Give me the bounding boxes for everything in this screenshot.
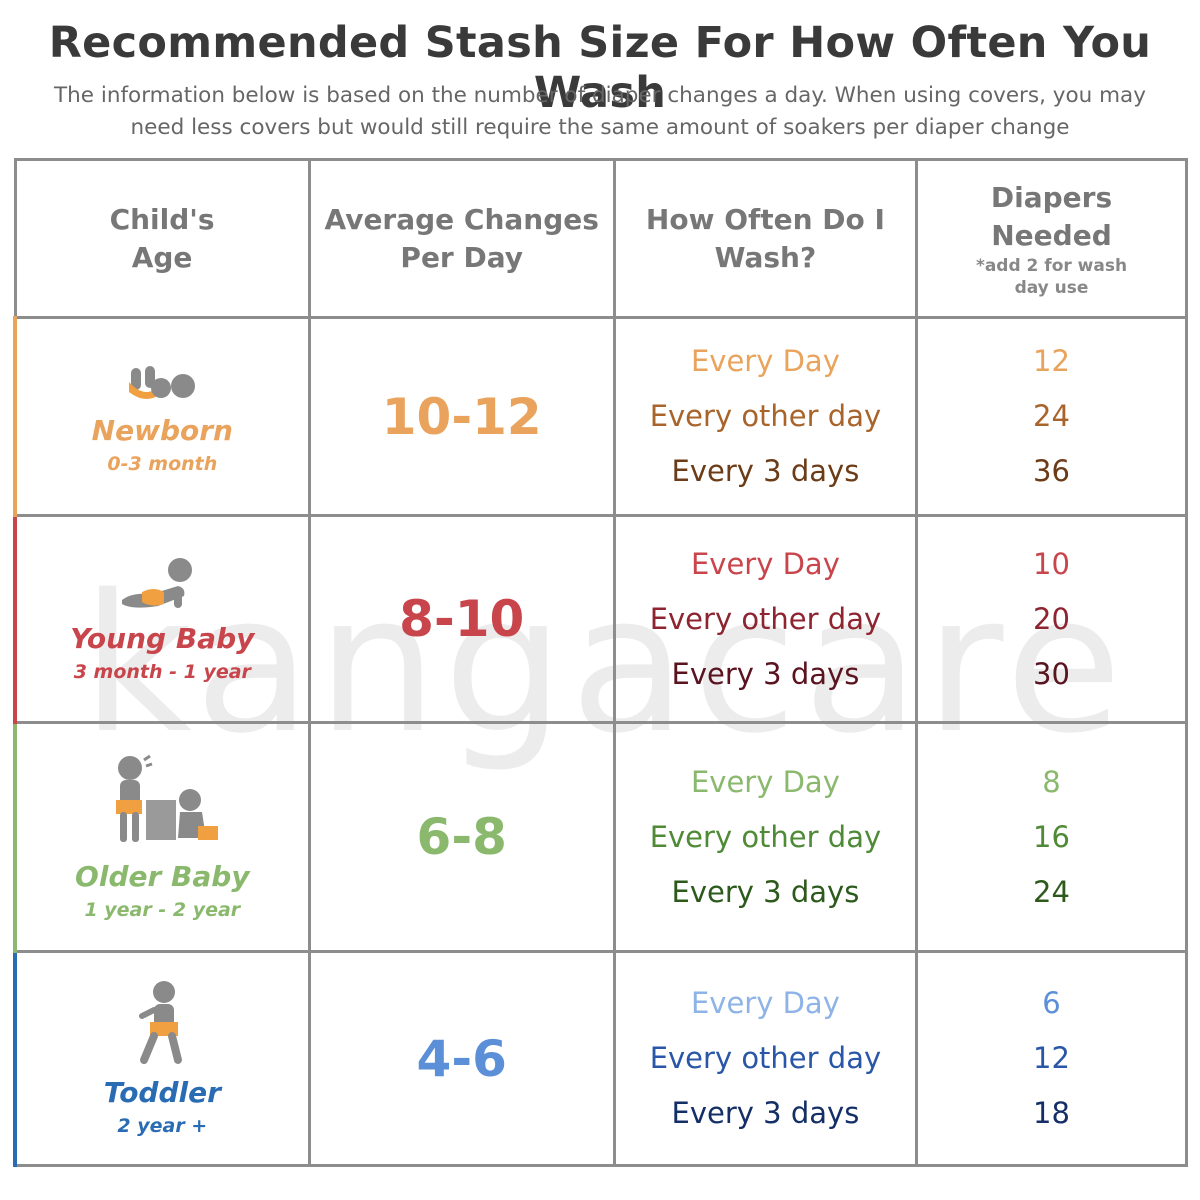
header-wash-line-1: How Often Do I: [645, 202, 885, 236]
table-row: Newborn 0-3 month 10-12 Every Day Every …: [12, 316, 1188, 517]
diapers-needed: 30: [1033, 656, 1070, 691]
wash-cell-older-baby: Every Day Every other day Every 3 days: [612, 721, 919, 953]
age-range-toddler: 2 year +: [117, 1115, 208, 1137]
diapers-needed: 16: [1033, 819, 1070, 854]
diapers-needed: 10: [1033, 546, 1070, 581]
diapers-needed: 6: [1042, 986, 1061, 1020]
header-age: Child's Age: [13, 158, 311, 319]
header-needed-line-2: Needed: [991, 218, 1112, 252]
age-cell-young-baby: Young Baby 3 month - 1 year: [12, 514, 311, 724]
wash-option: Every Day: [690, 764, 840, 799]
age-cell-newborn: Newborn 0-3 month: [12, 316, 311, 517]
wash-option: Every 3 days: [671, 1096, 860, 1130]
wash-option: Every other day: [649, 399, 882, 433]
wash-option: Every 3 days: [671, 874, 860, 909]
header-average-line-2: Per Day: [400, 240, 524, 274]
wash-option: Every 3 days: [671, 454, 860, 488]
diapers-needed: 18: [1033, 1096, 1070, 1130]
need-cell-older-baby: 8 16 24: [915, 721, 1188, 953]
age-name-newborn: Newborn: [91, 414, 233, 447]
avg-changes-young-baby: 8-10: [307, 514, 616, 724]
avg-changes-toddler: 4-6: [307, 950, 616, 1167]
header-needed-line-1: Diapers: [990, 180, 1113, 214]
wash-option: Every 3 days: [671, 656, 860, 691]
header-needed-note-2: day use: [1014, 277, 1089, 298]
need-cell-young-baby: 10 20 30: [915, 514, 1188, 724]
age-range-older-baby: 1 year - 2 year: [84, 898, 241, 921]
subtitle-line-2: need less covers but would still require…: [130, 115, 1070, 140]
need-cell-toddler: 6 12 18: [915, 950, 1188, 1167]
diapers-needed: 12: [1033, 344, 1070, 378]
subtitle: The information below is based on the nu…: [20, 80, 1180, 144]
table-row: Young Baby 3 month - 1 year 8-10 Every D…: [12, 514, 1188, 724]
age-range-young-baby: 3 month - 1 year: [73, 660, 251, 683]
age-cell-older-baby: Older Baby 1 year - 2 year: [12, 721, 311, 953]
newborn-icon: [129, 366, 196, 399]
wash-option: Every Day: [690, 344, 840, 378]
crawling-baby-icon: [122, 557, 193, 608]
diapers-needed: 24: [1033, 874, 1070, 909]
header-needed: Diapers Needed *add 2 for wash day use: [915, 158, 1188, 319]
toddler-icon: [139, 981, 183, 1064]
age-range-newborn: 0-3 month: [107, 453, 218, 475]
diapers-needed: 24: [1033, 399, 1070, 433]
subtitle-line-1: The information below is based on the nu…: [54, 83, 1146, 108]
page-title: Recommended Stash Size For How Often You…: [48, 18, 1152, 118]
wash-option: Every other day: [649, 601, 882, 636]
header-wash: How Often Do I Wash?: [612, 158, 919, 319]
age-name-older-baby: Older Baby: [75, 859, 250, 893]
header-wash-line-2: Wash?: [714, 240, 817, 274]
header-age-line-2: Age: [131, 240, 193, 274]
wash-option: Every Day: [690, 986, 840, 1020]
avg-changes-older-baby: 6-8: [307, 721, 616, 953]
avg-changes-newborn: 10-12: [307, 316, 616, 517]
need-cell-newborn: 12 24 36: [915, 316, 1188, 517]
age-cell-toddler: Toddler 2 year +: [12, 950, 311, 1167]
table-row: Toddler 2 year + 4-6 Every Day Every oth…: [12, 950, 1188, 1167]
diapers-needed: 36: [1033, 454, 1070, 488]
table-row: Older Baby 1 year - 2 year 6-8 Every Day…: [12, 721, 1188, 953]
header-average: Average Changes Per Day: [307, 158, 616, 319]
older-baby-icon: [116, 754, 219, 842]
wash-cell-young-baby: Every Day Every other day Every 3 days: [612, 514, 919, 724]
age-name-toddler: Toddler: [103, 1076, 221, 1109]
header-needed-note-1: *add 2 for wash: [975, 255, 1128, 276]
wash-cell-toddler: Every Day Every other day Every 3 days: [612, 950, 919, 1167]
diapers-needed: 20: [1033, 601, 1070, 636]
wash-option: Every other day: [649, 819, 882, 854]
wash-cell-newborn: Every Day Every other day Every 3 days: [612, 316, 919, 517]
diapers-needed: 8: [1042, 764, 1061, 799]
diapers-needed: 12: [1033, 1041, 1070, 1075]
stash-size-table: Child's Age Average Changes Per Day How …: [12, 158, 1188, 1167]
age-name-young-baby: Young Baby: [70, 621, 255, 655]
header-row: Child's Age Average Changes Per Day How …: [13, 158, 1188, 319]
wash-option: Every other day: [649, 1041, 882, 1075]
header-average-line-1: Average Changes: [324, 202, 599, 236]
header-age-line-1: Child's: [109, 202, 215, 236]
wash-option: Every Day: [690, 546, 840, 581]
